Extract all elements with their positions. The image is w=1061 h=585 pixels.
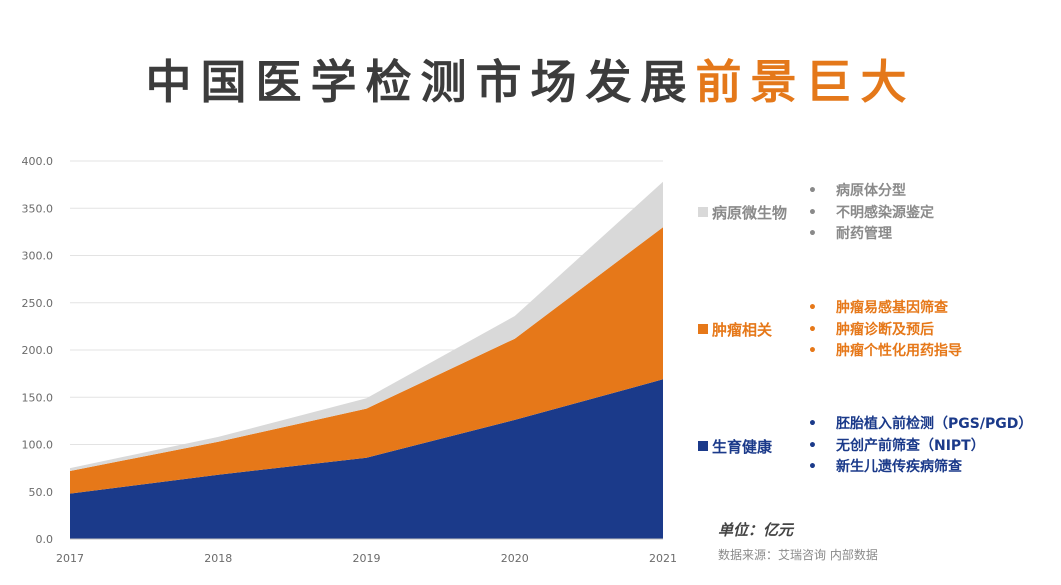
x-tick-label: 2021 xyxy=(649,552,677,565)
source-note: 数据来源：艾瑞咨询 内部数据 xyxy=(718,548,878,562)
list-item: • 无创产前筛查（NIPT） xyxy=(808,437,985,454)
y-tick-label: 100.0 xyxy=(22,439,54,452)
legend-swatch-tumor xyxy=(698,324,708,334)
x-tick-label: 2019 xyxy=(353,552,381,565)
title-highlight: 前景巨大 xyxy=(695,55,916,109)
y-tick-label: 50.0 xyxy=(29,486,54,499)
legend-swatch-reproductive xyxy=(698,441,708,451)
area-series-生育健康 xyxy=(70,379,663,539)
legend-reproductive: 生育健康 xyxy=(698,436,772,457)
legend-swatch-pathogen xyxy=(698,207,708,217)
legend-label-pathogen: 病原微生物 xyxy=(712,204,788,222)
area-series-肿瘤相关 xyxy=(70,227,663,494)
y-tick-label: 300.0 xyxy=(22,250,54,263)
y-tick-label: 0.0 xyxy=(36,533,54,546)
x-tick-label: 2020 xyxy=(501,552,529,565)
y-tick-label: 250.0 xyxy=(22,297,54,310)
list-item: • 耐药管理 xyxy=(808,226,892,242)
list-item: • 肿瘤个性化用药指导 xyxy=(808,343,962,359)
list-item: • 肿瘤诊断及预后 xyxy=(808,321,934,338)
y-tick-label: 150.0 xyxy=(22,391,54,404)
legend-tumor: 肿瘤相关 xyxy=(698,319,772,340)
y-tick-label: 400.0 xyxy=(22,155,54,168)
legend-pathogen: 病原微生物 xyxy=(698,202,787,223)
list-item: • 肿瘤易感基因筛查 xyxy=(808,300,948,316)
list-item: • 不明感染源鉴定 xyxy=(808,204,934,221)
market-area-chart: 0.0 50.0 100.0 150.0 200.0 250.0 300.0 350.0 400… xyxy=(22,155,678,565)
tumor-bullet-list: • 肿瘤易感基因筛查 • 肿瘤诊断及预后 • 肿瘤个性化用药指导 xyxy=(808,298,962,363)
legend-label-tumor: 肿瘤相关 xyxy=(712,321,773,339)
list-item: • 病原体分型 xyxy=(808,183,906,199)
list-item: • 胚胎植入前检测（PGS/PGD） xyxy=(808,416,1033,432)
title-main: 中国医学检测市场发展 xyxy=(145,55,696,109)
x-tick-label: 2017 xyxy=(56,552,84,565)
unit-label: 单位：亿元 xyxy=(718,521,794,539)
legend-label-reproductive: 生育健康 xyxy=(712,438,773,456)
list-item: • 新生儿遗传疾病筛查 xyxy=(808,459,962,475)
y-tick-label: 350.0 xyxy=(22,202,54,215)
page-title: 中国医学检测市场发展前景巨大 xyxy=(0,46,1061,112)
reproductive-bullet-list: • 胚胎植入前检测（PGS/PGD） • 无创产前筛查（NIPT） • 新生儿遗传疾病… xyxy=(808,414,1032,479)
y-tick-label: 200.0 xyxy=(22,344,54,357)
pathogen-bullet-list: • 病原体分型 • 不明感染源鉴定 • 耐药管理 xyxy=(808,181,934,246)
x-tick-label: 2018 xyxy=(204,552,232,565)
